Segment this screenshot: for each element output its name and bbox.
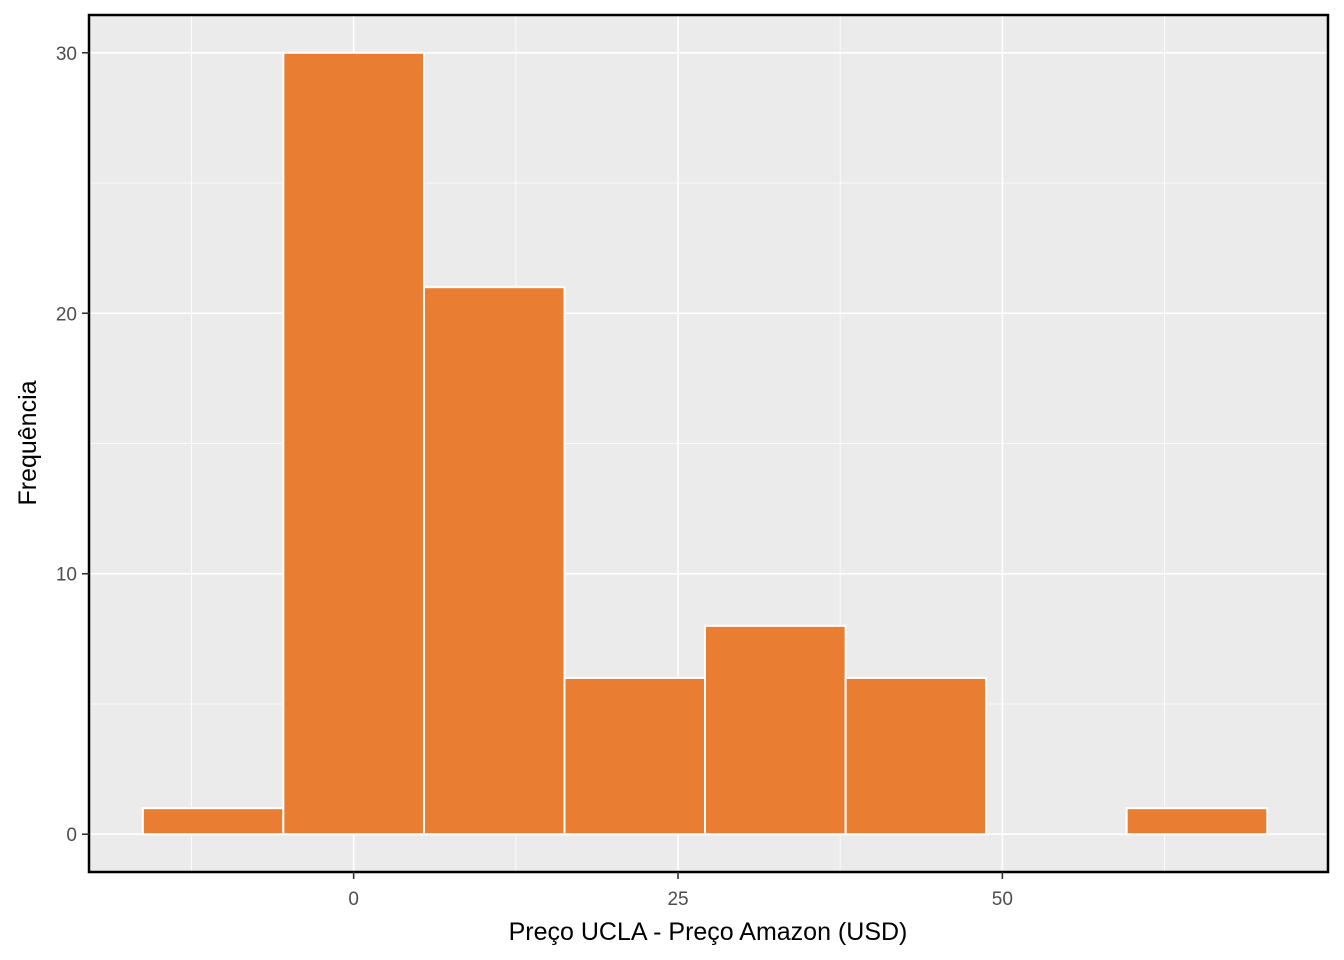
histogram-bar bbox=[1125, 807, 1269, 836]
histogram-bar bbox=[703, 624, 847, 836]
y-axis-title: Frequência bbox=[14, 380, 42, 505]
panel-frame bbox=[87, 13, 1330, 874]
x-tick-label: 25 bbox=[667, 889, 688, 910]
x-tick-label: 50 bbox=[992, 889, 1013, 910]
y-tick-label: 0 bbox=[66, 825, 77, 846]
histogram-bar bbox=[563, 676, 706, 836]
x-axis-title: Preço UCLA - Preço Amazon (USD) bbox=[509, 918, 908, 946]
y-tick-label: 30 bbox=[56, 44, 77, 65]
histogram-bar bbox=[141, 807, 285, 836]
y-axis: 0 10 20 30 bbox=[56, 44, 89, 846]
histogram-bar bbox=[282, 51, 425, 836]
x-tick-label: 0 bbox=[348, 889, 359, 910]
histogram-bars bbox=[141, 51, 1269, 836]
x-axis: 0 25 50 bbox=[348, 872, 1013, 910]
histogram-bar bbox=[422, 286, 566, 836]
y-tick-label: 10 bbox=[56, 565, 77, 586]
histogram-bar bbox=[844, 676, 988, 836]
y-tick-label: 20 bbox=[56, 304, 77, 325]
